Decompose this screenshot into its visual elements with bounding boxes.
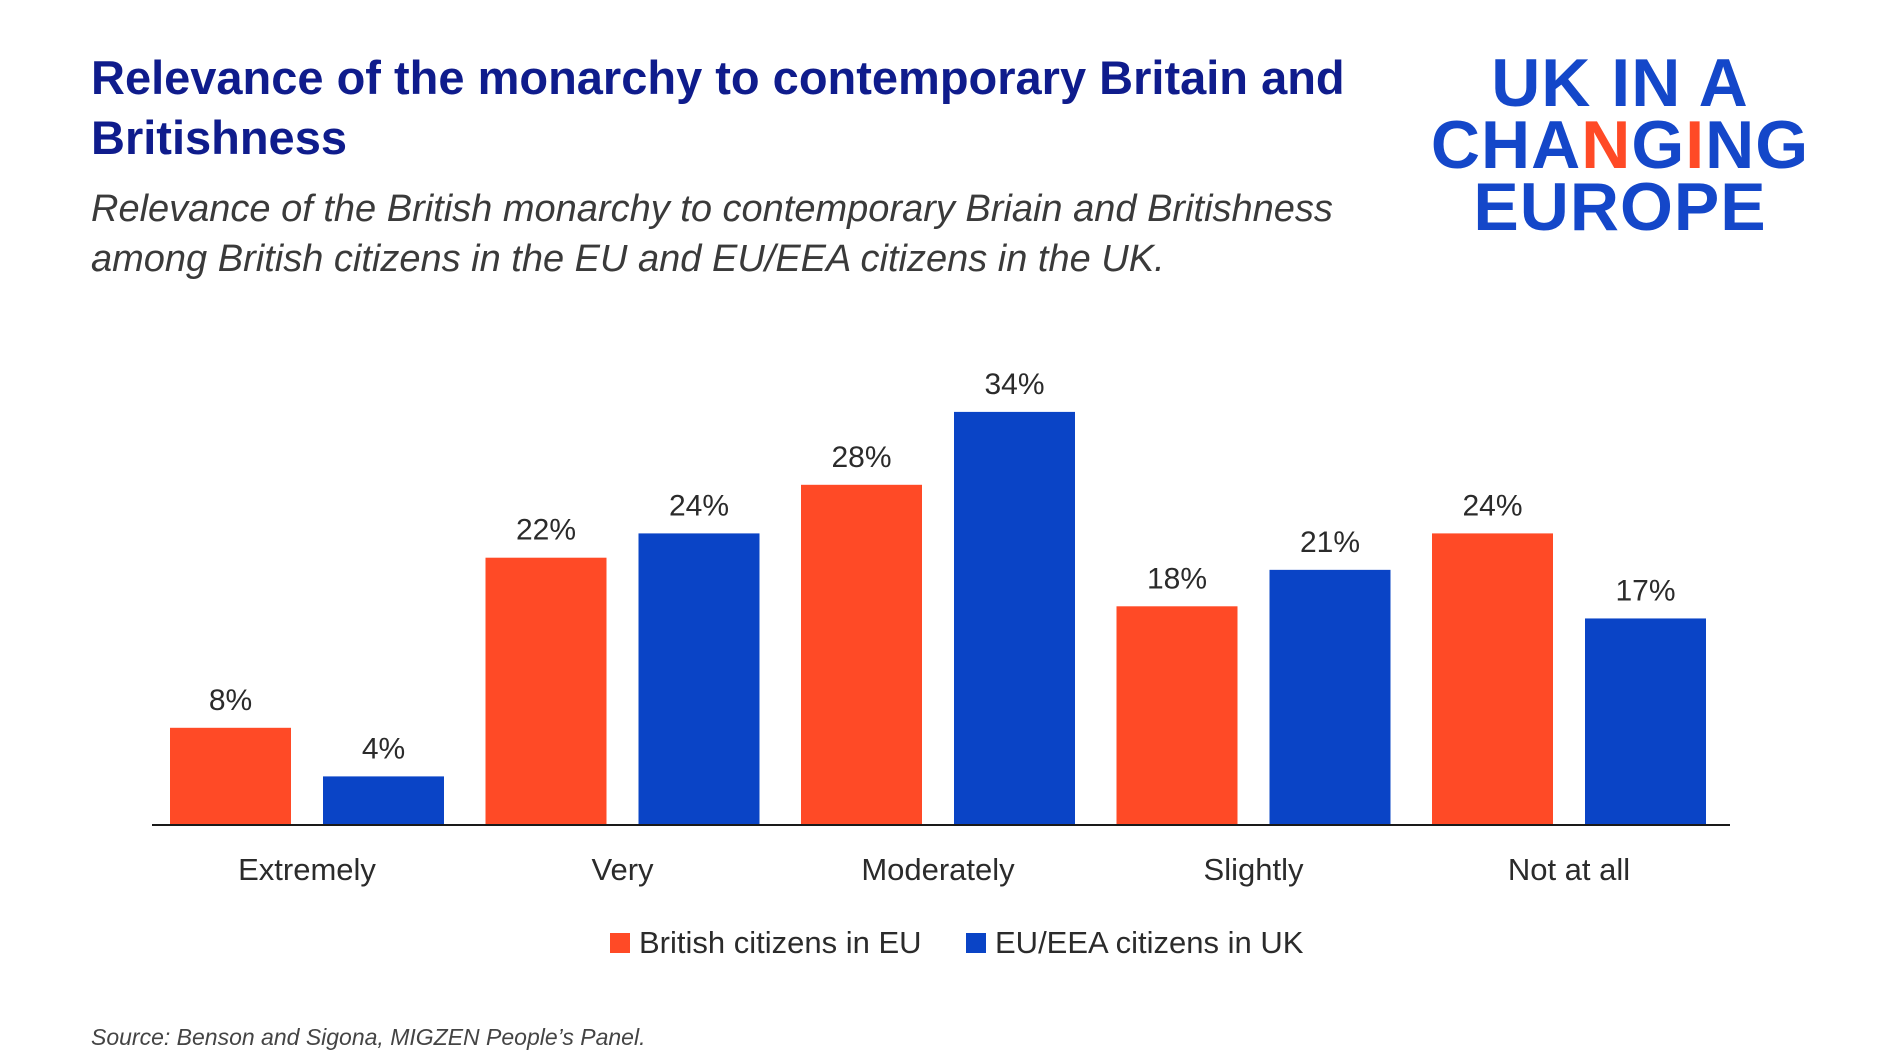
data-label: 21% — [1300, 526, 1360, 559]
category-label: Moderately — [861, 852, 1015, 887]
logo-line-1: UK IN A — [1491, 45, 1749, 121]
uk-in-a-changing-europe-logo: UK IN A CHANGING EUROPE — [1400, 45, 1840, 245]
data-label: 18% — [1147, 562, 1207, 595]
data-label: 22% — [516, 514, 576, 547]
source-note: Source: Benson and Sigona, MIGZEN People… — [91, 1024, 646, 1050]
category-label: Extremely — [238, 852, 376, 887]
chart-title: Relevance of the monarchy to contemporar… — [91, 51, 1345, 164]
logo-line-2: CHANGING — [1430, 107, 1810, 183]
bar-not-at-all-series-1 — [1432, 533, 1553, 825]
category-label: Slightly — [1204, 852, 1304, 887]
bar-moderately-series-2 — [954, 411, 1075, 825]
data-label: 34% — [984, 368, 1044, 401]
bar-not-at-all-series-2 — [1585, 618, 1706, 825]
legend-label: British citizens in EU — [639, 925, 922, 960]
bar-moderately-series-1 — [801, 484, 922, 825]
data-label: 8% — [209, 684, 252, 717]
data-label: 24% — [669, 489, 729, 522]
legend-label: EU/EEA citizens in UK — [995, 925, 1304, 960]
bar-extremely-series-1 — [170, 727, 291, 825]
category-label: Not at all — [1508, 852, 1630, 887]
data-label: 24% — [1462, 489, 1522, 522]
bar-extremely-series-2 — [323, 776, 444, 825]
bar-slightly-series-1 — [1116, 606, 1238, 825]
chart-subtitle: Relevance of the British monarchy to con… — [91, 188, 1333, 280]
legend-swatch — [966, 933, 986, 953]
legend-swatch — [610, 933, 630, 953]
bar-very-series-2 — [638, 533, 760, 825]
bar-slightly-series-2 — [1269, 569, 1391, 825]
bar-chart: 8% 4% Extremely 22% 24% Very 28% 34% Moderately 1… — [152, 368, 1730, 960]
data-label: 4% — [362, 732, 405, 765]
logo-line-3: EUROPE — [1473, 169, 1767, 245]
category-label: Very — [591, 852, 654, 887]
data-label: 17% — [1615, 574, 1675, 607]
bar-very-series-1 — [485, 557, 607, 825]
data-label: 28% — [831, 441, 891, 474]
